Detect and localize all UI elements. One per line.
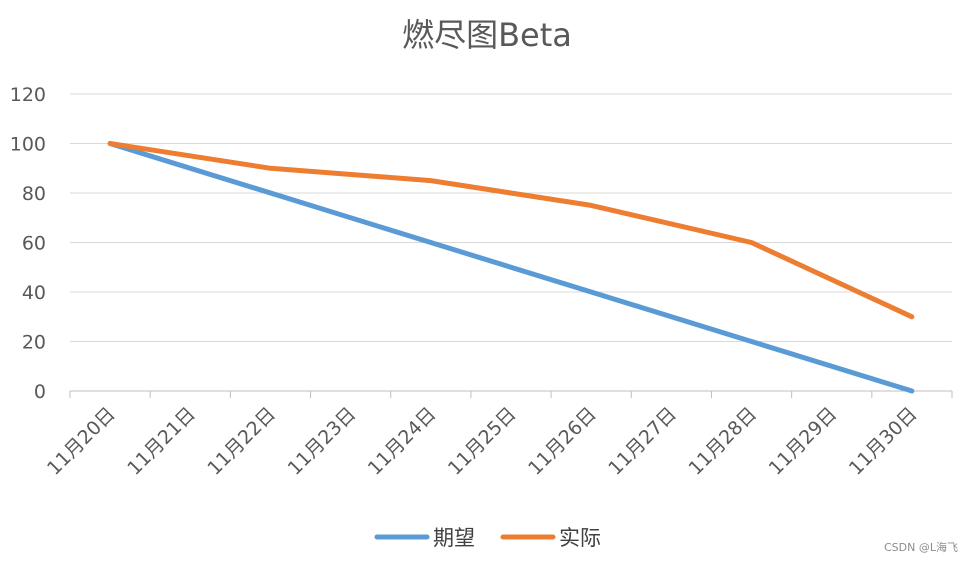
x-tick-label: 11月29日 (765, 403, 842, 480)
x-tick-label: 11月27日 (604, 403, 681, 480)
y-tick-label: 120 (10, 84, 46, 106)
x-tick-label: 11月23日 (284, 403, 361, 480)
chart-title: 燃尽图Beta (402, 16, 572, 54)
x-tick-label: 11月25日 (444, 403, 521, 480)
x-tick-label: 11月28日 (684, 403, 761, 480)
x-tick-label: 11月22日 (203, 403, 280, 480)
watermark: CSDN @L海飞 (884, 541, 958, 554)
y-tick-label: 60 (22, 233, 46, 255)
y-tick-label: 40 (22, 282, 46, 304)
x-tick-label: 11月24日 (364, 403, 441, 480)
series-line-1 (107, 141, 915, 394)
legend-label-2: 实际 (559, 526, 601, 550)
y-tick-label: 0 (34, 381, 46, 403)
y-tick-label: 80 (22, 183, 46, 205)
x-tick-label: 11月30日 (845, 403, 922, 480)
legend: 期望 实际 (374, 526, 601, 550)
x-tick-label: 11月20日 (43, 403, 120, 480)
y-tick-label: 20 (22, 332, 46, 354)
x-tick-label: 11月26日 (524, 403, 601, 480)
x-tick-label: 11月21日 (123, 403, 200, 480)
y-axis: 0 20 40 60 80 100 120 (10, 84, 46, 403)
legend-label-1: 期望 (433, 526, 475, 550)
y-tick-label: 100 (10, 134, 46, 156)
grid (70, 93, 952, 392)
series-group (107, 141, 915, 394)
series-line-2 (107, 141, 915, 320)
x-axis: 11月20日 11月21日 11月22日 11月23日 11月24日 11月25日 11月2… (43, 391, 953, 480)
